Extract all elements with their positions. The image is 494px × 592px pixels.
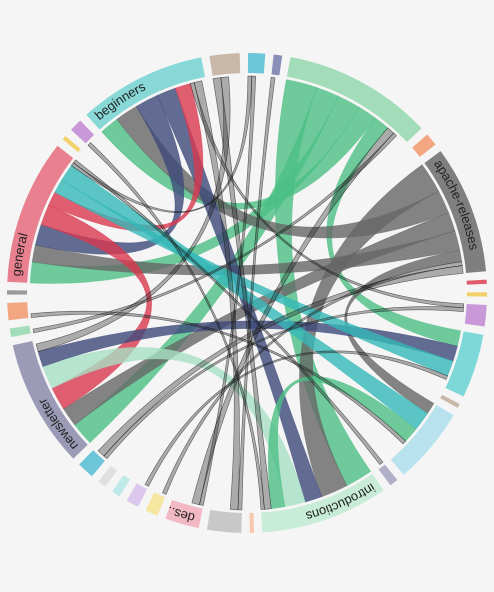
chord <box>42 347 306 507</box>
group-arc <box>86 57 206 130</box>
chord <box>103 306 464 460</box>
group-arc <box>98 465 118 487</box>
group-arc <box>145 492 165 516</box>
chord <box>237 77 276 511</box>
chord <box>116 105 449 239</box>
group-arc <box>286 56 422 142</box>
group-arc <box>261 473 384 533</box>
chord <box>35 95 185 255</box>
group-arc <box>378 464 398 486</box>
chord <box>73 159 384 465</box>
group-arc <box>390 404 454 475</box>
group-arc <box>9 325 31 338</box>
chord <box>61 165 428 430</box>
chord <box>193 80 240 511</box>
chord <box>30 310 407 445</box>
chord <box>87 142 265 510</box>
chords <box>29 75 465 511</box>
group-arc <box>412 134 436 157</box>
chord <box>191 127 395 506</box>
chord <box>32 132 397 334</box>
group-arc <box>126 483 148 507</box>
group-arc <box>112 475 131 497</box>
group-arc <box>7 145 74 283</box>
chord <box>54 179 454 377</box>
chord <box>144 350 448 487</box>
group-arc <box>7 290 28 295</box>
chord <box>97 265 464 457</box>
group-arc <box>247 53 266 74</box>
group-arc <box>165 499 203 529</box>
group-arc <box>445 331 484 397</box>
chord <box>326 117 462 347</box>
chord <box>212 77 272 510</box>
group-arc <box>209 53 241 76</box>
group-arc <box>7 302 29 321</box>
group-arc <box>440 394 460 408</box>
group-arc <box>62 135 81 153</box>
chord <box>199 75 257 506</box>
group-arc <box>466 292 487 297</box>
chord <box>31 230 461 276</box>
chord <box>189 82 465 309</box>
group-arc <box>79 450 105 477</box>
group-arc <box>71 120 95 144</box>
chord <box>101 106 376 210</box>
group-arc <box>424 151 487 274</box>
group-arc <box>249 512 255 533</box>
chord <box>35 76 231 353</box>
group-arc <box>206 509 242 533</box>
group-arc <box>12 340 88 459</box>
chord <box>70 75 253 214</box>
group-arc <box>271 54 283 76</box>
chord <box>162 261 463 495</box>
group-arc <box>466 279 487 285</box>
group-arc <box>464 303 487 327</box>
